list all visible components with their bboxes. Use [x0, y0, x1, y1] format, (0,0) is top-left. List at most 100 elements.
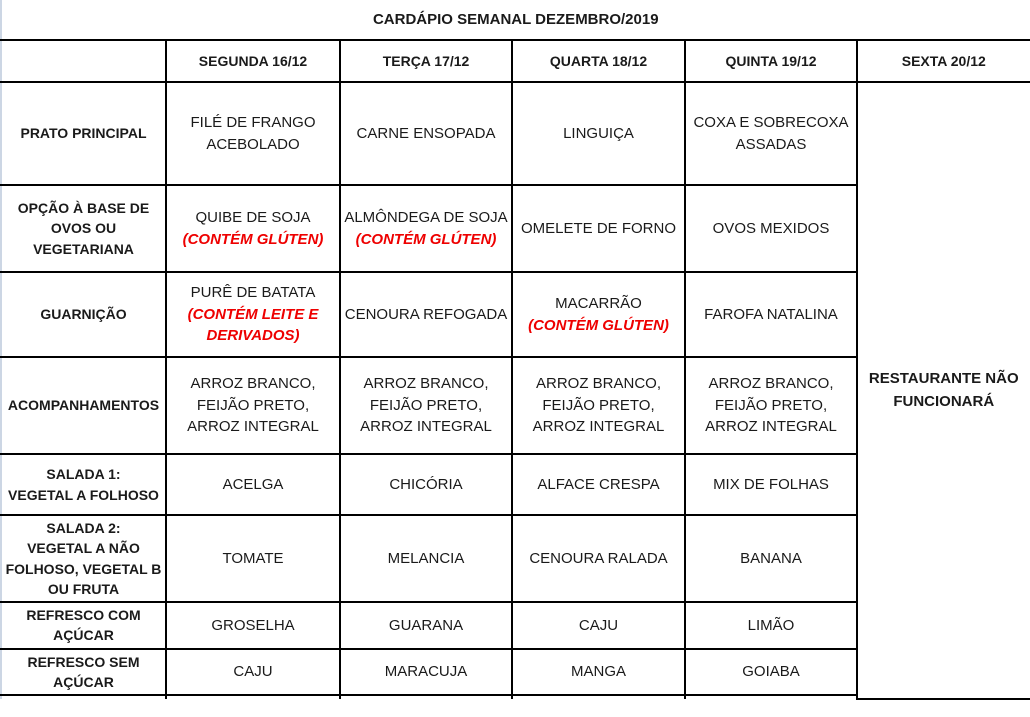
menu-cell: CAJU — [165, 647, 341, 697]
cropped-cell — [165, 694, 341, 700]
cell-text: LIMÃO — [747, 616, 795, 634]
cropped-cell — [511, 694, 686, 700]
column-header-thursday: QUINTA 19/12 — [684, 39, 858, 83]
menu-cell: LIMÃO — [684, 601, 858, 650]
cell-text: FAROFA NATALINA — [704, 305, 838, 323]
cell-text: ACELGA — [222, 475, 284, 493]
menu-cell: GUARANA — [339, 601, 513, 650]
menu-cell: MELANCIA — [339, 513, 513, 604]
cell-text: ALMÔNDEGA DE SOJA — [344, 208, 508, 226]
table-row-guarnicao: GUARNIÇÃO PURÊ DE BATATA (CONTÉM LEITE E… — [0, 271, 1030, 358]
cell-text: ARROZ BRANCO, FEIJÃO PRETO, ARROZ INTEGR… — [705, 374, 837, 436]
cell-text: CARNE ENSOPADA — [356, 124, 496, 142]
menu-cell: QUIBE DE SOJA (CONTÉM GLÚTEN) — [165, 184, 341, 273]
menu-cell: OMELETE DE FORNO — [511, 184, 686, 273]
row-label: GUARNIÇÃO — [0, 271, 167, 358]
table-row-salada-1: SALADA 1: VEGETAL A FOLHOSO ACELGA CHICÓ… — [0, 453, 1030, 516]
menu-cell: MANGA — [511, 647, 686, 697]
menu-cell: ARROZ BRANCO, FEIJÃO PRETO, ARROZ INTEGR… — [165, 356, 341, 455]
cropped-row-edge — [0, 694, 1030, 700]
weekly-menu-table: CARDÁPIO SEMANAL DEZEMBRO/2019 SEGUNDA 1… — [0, 0, 1030, 701]
row-label: SALADA 1: VEGETAL A FOLHOSO — [0, 453, 167, 516]
cell-text: OMELETE DE FORNO — [520, 219, 677, 237]
menu-cell: PURÊ DE BATATA (CONTÉM LEITE E DERIVADOS… — [165, 271, 341, 358]
menu-cell: ARROZ BRANCO, FEIJÃO PRETO, ARROZ INTEGR… — [684, 356, 858, 455]
row-label: SALADA 2: VEGETAL A NÃO FOLHOSO, VEGETAL… — [0, 513, 167, 604]
cell-text: CHICÓRIA — [389, 475, 463, 493]
menu-cell: MACARRÃO (CONTÉM GLÚTEN) — [511, 271, 686, 358]
menu-cell: ARROZ BRANCO, FEIJÃO PRETO, ARROZ INTEGR… — [339, 356, 513, 455]
cell-text: MARACUJA — [384, 663, 468, 681]
menu-cell: CHICÓRIA — [339, 453, 513, 516]
table-row-refresco-com-acucar: REFRESCO COM AÇÚCAR GROSELHA GUARANA CAJ… — [0, 601, 1030, 650]
cell-text: MELANCIA — [387, 549, 465, 567]
table-row-salada-2: SALADA 2: VEGETAL A NÃO FOLHOSO, VEGETAL… — [0, 513, 1030, 604]
menu-cell: COXA E SOBRECOXA ASSADAS — [684, 81, 858, 186]
cell-text: LINGUIÇA — [563, 124, 634, 142]
cell-text: TOMATE — [222, 549, 284, 567]
column-header-monday: SEGUNDA 16/12 — [165, 39, 341, 83]
table-row-opcao-vegetariana: OPÇÃO À BASE DE OVOS OU VEGETARIANA QUIB… — [0, 184, 1030, 273]
row-label: PRATO PRINCIPAL — [0, 81, 167, 186]
cell-text: BANANA — [740, 549, 802, 567]
menu-cell: FILÉ DE FRANGO ACEBOLADO — [165, 81, 341, 186]
row-label: REFRESCO COM AÇÚCAR — [0, 601, 167, 650]
menu-cell: FAROFA NATALINA — [684, 271, 858, 358]
friday-closed-notice: RESTAURANTE NÃO FUNCIONARÁ — [855, 80, 1030, 701]
cell-text: OVOS MEXIDOS — [712, 219, 830, 237]
cell-text: QUIBE DE SOJA — [195, 208, 311, 226]
menu-cell: ACELGA — [165, 453, 341, 516]
header-row: SEGUNDA 16/12 TERÇA 17/12 QUARTA 18/12 Q… — [0, 39, 1030, 83]
corner-cell — [0, 39, 167, 83]
menu-cell: CENOURA REFOGADA — [339, 271, 513, 358]
cell-text: CENOURA RALADA — [529, 549, 668, 567]
menu-cell: CARNE ENSOPADA — [339, 81, 513, 186]
menu-cell: GROSELHA — [165, 601, 341, 650]
row-label: REFRESCO SEM AÇÚCAR — [0, 647, 167, 697]
row-label: ACOMPANHAMENTOS — [0, 356, 167, 455]
column-header-wednesday: QUARTA 18/12 — [511, 39, 686, 83]
page-title: CARDÁPIO SEMANAL DEZEMBRO/2019 — [0, 0, 1030, 41]
menu-cell: ALFACE CRESPA — [511, 453, 686, 516]
table-row-prato-principal: PRATO PRINCIPAL FILÉ DE FRANGO ACEBOLADO… — [0, 80, 1030, 701]
row-label: OPÇÃO À BASE DE OVOS OU VEGETARIANA — [0, 184, 167, 273]
cell-text: CAJU — [578, 616, 619, 634]
menu-cell: LINGUIÇA — [511, 81, 686, 186]
menu-cell: GOIABA — [684, 647, 858, 697]
allergen-note: (CONTÉM LEITE E DERIVADOS) — [187, 305, 319, 345]
cell-text: MIX DE FOLHAS — [713, 475, 829, 493]
cell-text: GROSELHA — [211, 616, 295, 634]
menu-cell: MARACUJA — [339, 647, 513, 697]
cell-text: GUARANA — [388, 616, 464, 634]
cell-text: GOIABA — [742, 663, 800, 681]
menu-cell: TOMATE — [165, 513, 341, 604]
cropped-cell — [0, 694, 167, 700]
title-row: CARDÁPIO SEMANAL DEZEMBRO/2019 — [0, 0, 1030, 41]
cell-text: ARROZ BRANCO, FEIJÃO PRETO, ARROZ INTEGR… — [187, 374, 319, 436]
menu-cell: MIX DE FOLHAS — [684, 453, 858, 516]
cropped-cell — [684, 694, 858, 700]
table-row-acompanhamentos: ACOMPANHAMENTOS ARROZ BRANCO, FEIJÃO PRE… — [0, 356, 1030, 455]
menu-cell: ARROZ BRANCO, FEIJÃO PRETO, ARROZ INTEGR… — [511, 356, 686, 455]
cell-text: ALFACE CRESPA — [537, 475, 660, 493]
cell-text: ARROZ BRANCO, FEIJÃO PRETO, ARROZ INTEGR… — [532, 374, 665, 436]
cropped-cell — [339, 694, 513, 700]
menu-cell: ALMÔNDEGA DE SOJA (CONTÉM GLÚTEN) — [339, 184, 513, 273]
allergen-note: (CONTÉM GLÚTEN) — [355, 230, 497, 248]
allergen-note: (CONTÉM GLÚTEN) — [182, 230, 324, 248]
column-header-friday: SEXTA 20/12 — [855, 39, 1030, 83]
table-row-refresco-sem-acucar: REFRESCO SEM AÇÚCAR CAJU MARACUJA MANGA … — [0, 647, 1030, 697]
cell-text: COXA E SOBRECOXA ASSADAS — [693, 113, 849, 153]
menu-cell: CENOURA RALADA — [511, 513, 686, 604]
cell-text: ARROZ BRANCO, FEIJÃO PRETO, ARROZ INTEGR… — [360, 374, 492, 436]
cell-text: CENOURA REFOGADA — [344, 305, 508, 323]
cell-text: FILÉ DE FRANGO ACEBOLADO — [190, 113, 316, 153]
menu-cell: CAJU — [511, 601, 686, 650]
menu-cell: BANANA — [684, 513, 858, 604]
cell-text: CAJU — [233, 663, 273, 681]
cell-text: MANGA — [570, 663, 626, 681]
cell-text: MACARRÃO — [555, 294, 642, 312]
column-header-tuesday: TERÇA 17/12 — [339, 39, 513, 83]
allergen-note: (CONTÉM GLÚTEN) — [528, 316, 669, 334]
